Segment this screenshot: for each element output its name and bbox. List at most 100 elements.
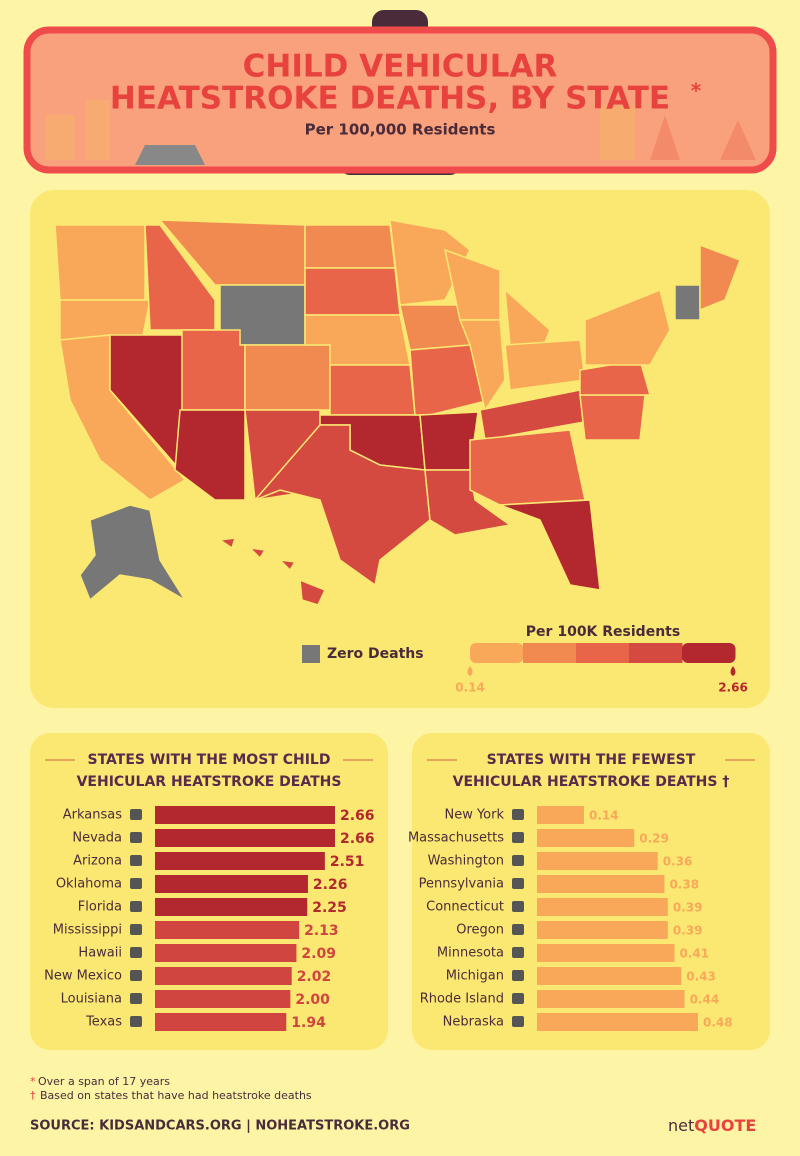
category-label: Connecticut bbox=[426, 900, 504, 915]
footnote: Over a span of 17 years bbox=[38, 1075, 170, 1088]
bar bbox=[155, 806, 335, 824]
value-label: 0.29 bbox=[639, 832, 669, 846]
bar bbox=[155, 921, 300, 939]
value-label: 2.09 bbox=[301, 946, 336, 962]
legend-segment bbox=[523, 643, 577, 663]
value-label: 2.26 bbox=[313, 877, 348, 893]
bar bbox=[537, 921, 668, 939]
category-label: Nevada bbox=[72, 831, 122, 846]
legend-label: Zero Deaths bbox=[327, 646, 424, 662]
category-label: Louisiana bbox=[61, 992, 122, 1007]
value-label: 0.48 bbox=[703, 1016, 733, 1030]
state-icon bbox=[130, 924, 142, 935]
category-label: Washington bbox=[428, 854, 504, 869]
legend-max: 2.66 bbox=[718, 681, 748, 695]
bar bbox=[155, 944, 297, 962]
source: SOURCE: KIDSANDCARS.ORG | NOHEATSTROKE.O… bbox=[30, 1119, 410, 1134]
category-label: Texas bbox=[85, 1015, 122, 1030]
category-label: New Mexico bbox=[44, 969, 122, 984]
state-icon bbox=[512, 809, 524, 820]
value-label: 2.13 bbox=[304, 923, 339, 939]
bar bbox=[155, 898, 308, 916]
bar bbox=[537, 875, 665, 893]
bar bbox=[155, 990, 291, 1008]
legend-segment bbox=[682, 643, 736, 663]
bar bbox=[537, 806, 584, 824]
value-label: 0.39 bbox=[673, 901, 703, 915]
value-label: 1.94 bbox=[291, 1015, 326, 1031]
category-label: Florida bbox=[78, 900, 122, 915]
legend-segment bbox=[576, 643, 630, 663]
state-icon bbox=[130, 947, 142, 958]
bar bbox=[537, 898, 668, 916]
category-label: Rhode Island bbox=[420, 992, 504, 1007]
state-icon bbox=[130, 970, 142, 981]
state-icon bbox=[512, 855, 524, 866]
category-label: Oklahoma bbox=[56, 877, 122, 892]
state-icon bbox=[512, 878, 524, 889]
category-label: Massachusetts bbox=[408, 831, 504, 846]
value-label: 0.41 bbox=[680, 947, 710, 961]
category-label: Arizona bbox=[73, 854, 122, 869]
state-icon bbox=[512, 947, 524, 958]
us-map bbox=[54, 219, 741, 606]
title: CHILD VEHICULAR bbox=[243, 49, 558, 85]
subtitle: Per 100,000 Residents bbox=[305, 121, 496, 139]
category-label: Minnesota bbox=[437, 946, 504, 961]
charts: STATES WITH THE MOST CHILD VEHICULAR HEAT… bbox=[44, 752, 755, 1031]
drop-icon bbox=[730, 666, 736, 676]
state-icon bbox=[130, 809, 142, 820]
category-label: Arkansas bbox=[63, 808, 122, 823]
chart-title: VEHICULAR HEATSTROKE DEATHS bbox=[77, 774, 342, 790]
state-icon bbox=[130, 993, 142, 1004]
state-icon bbox=[130, 878, 142, 889]
category-label: Pennsylvania bbox=[419, 877, 504, 892]
bar bbox=[155, 1013, 287, 1031]
state-icon bbox=[512, 1016, 524, 1027]
legend-title: Per 100K Residents bbox=[526, 624, 680, 640]
bar bbox=[155, 829, 335, 847]
footnote: Based on states that have had heatstroke… bbox=[40, 1089, 312, 1102]
chart-title: STATES WITH THE MOST CHILD bbox=[88, 752, 331, 768]
logo-quote: QUOTE bbox=[694, 1116, 756, 1135]
bar bbox=[537, 944, 675, 962]
value-label: 0.36 bbox=[663, 855, 693, 869]
value-label: 0.43 bbox=[686, 970, 716, 984]
chart-title: VEHICULAR HEATSTROKE DEATHS † bbox=[453, 774, 730, 790]
category-label: Mississippi bbox=[53, 923, 122, 938]
state-icon bbox=[512, 993, 524, 1004]
bar bbox=[537, 990, 685, 1008]
legend-scale bbox=[467, 643, 736, 676]
state-icon bbox=[130, 832, 142, 843]
category-label: Oregon bbox=[456, 923, 504, 938]
value-label: 2.66 bbox=[340, 831, 375, 847]
bar bbox=[537, 829, 635, 847]
category-label: Hawaii bbox=[78, 946, 122, 961]
chart-title: STATES WITH THE FEWEST bbox=[487, 752, 696, 768]
state-icon bbox=[130, 901, 142, 912]
category-label: New York bbox=[444, 808, 504, 823]
value-label: 0.38 bbox=[669, 878, 699, 892]
state-icon bbox=[512, 832, 524, 843]
header-box bbox=[23, 26, 777, 174]
value-label: 0.39 bbox=[673, 924, 703, 938]
value-label: 2.51 bbox=[330, 854, 365, 870]
legend-segment bbox=[470, 643, 524, 663]
value-label: 2.02 bbox=[297, 969, 332, 985]
state-icon bbox=[130, 855, 142, 866]
bar bbox=[537, 967, 682, 985]
header-skyline bbox=[45, 100, 756, 160]
bar bbox=[155, 967, 292, 985]
legend-segment bbox=[629, 643, 683, 663]
title-mark: * bbox=[691, 79, 702, 103]
bar bbox=[155, 852, 325, 870]
legend-min: 0.14 bbox=[455, 681, 485, 695]
category-label: Nebraska bbox=[443, 1015, 504, 1030]
value-label: 0.14 bbox=[589, 809, 619, 823]
value-label: 0.44 bbox=[690, 993, 720, 1007]
drop-icon bbox=[467, 666, 473, 676]
bar bbox=[537, 852, 658, 870]
value-label: 2.00 bbox=[295, 992, 330, 1008]
bar bbox=[537, 1013, 698, 1031]
